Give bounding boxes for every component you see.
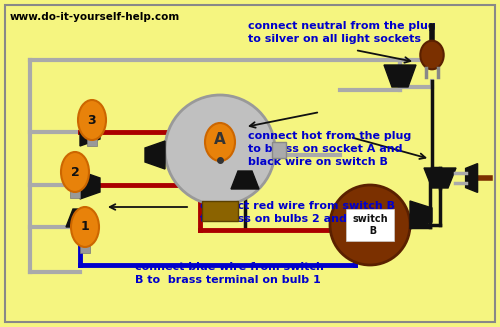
Bar [272, 142, 286, 158]
Polygon shape [384, 65, 416, 87]
Ellipse shape [205, 123, 235, 161]
Polygon shape [466, 164, 477, 192]
Ellipse shape [71, 207, 99, 247]
Text: www.do-it-yourself-help.com: www.do-it-yourself-help.com [10, 12, 180, 22]
Text: switch
  B: switch B [352, 214, 388, 236]
Ellipse shape [78, 100, 106, 140]
Polygon shape [80, 118, 100, 146]
Polygon shape [80, 171, 100, 199]
Text: connect neutral from the plug
to silver on all light sockets: connect neutral from the plug to silver … [248, 21, 435, 44]
Bar [202, 201, 238, 221]
Polygon shape [66, 209, 94, 227]
Polygon shape [410, 201, 432, 229]
Bar [70, 190, 80, 198]
Text: connect hot from the plug
to brass on socket A and
black wire on switch B: connect hot from the plug to brass on so… [248, 131, 411, 167]
Bar [80, 245, 90, 253]
Text: connect red wire from switch B
to brass on bulbs 2 and 3: connect red wire from switch B to brass … [200, 201, 395, 224]
FancyBboxPatch shape [346, 209, 394, 241]
Polygon shape [424, 168, 456, 188]
Circle shape [165, 95, 275, 205]
Circle shape [330, 185, 410, 265]
Text: connect blue wire from switch
B to  brass terminal on bulb 1: connect blue wire from switch B to brass… [135, 262, 324, 285]
Polygon shape [231, 171, 259, 189]
Text: A: A [214, 132, 226, 147]
Bar [87, 138, 97, 146]
Ellipse shape [61, 152, 89, 192]
Polygon shape [145, 141, 165, 169]
Text: 2: 2 [70, 165, 80, 179]
Text: 3: 3 [88, 113, 96, 127]
Ellipse shape [420, 41, 444, 69]
Text: 1: 1 [80, 220, 90, 233]
